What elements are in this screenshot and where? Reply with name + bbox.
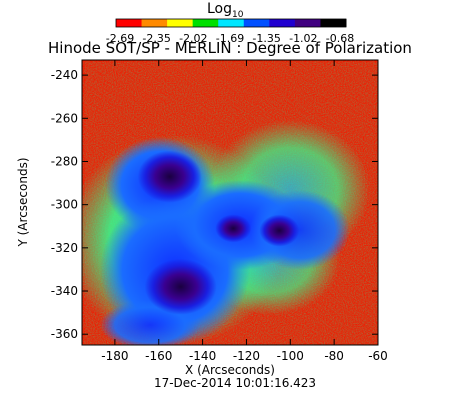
y-tick-label: -360 [51,327,78,341]
colorbar-tick-label: -0.68 [326,32,354,45]
chart-title: Hinode SOT/SP - MERLIN : Degree of Polar… [48,39,412,57]
colorbar-swatch [141,19,168,27]
colorbar-tick-label: -2.02 [179,32,207,45]
x-tick-label: -140 [189,349,216,363]
umbra-upper-left [137,150,202,203]
colorbar-label-subscript: 10 [232,10,244,20]
umbra-features [137,150,300,315]
colorbar-swatch [320,19,347,27]
colorbar-swatch [192,19,219,27]
y-tick-label: -280 [51,154,78,168]
colorbar-gradient [116,19,347,27]
x-tick-label: -160 [145,349,172,363]
umbra-center [215,214,252,243]
x-tick-label: -100 [277,349,304,363]
y-tick-label: -320 [51,241,78,255]
colorbar-label: Log10 [207,1,244,20]
colorbar-tick-label: -1.69 [216,32,244,45]
umbra-lower-left [144,258,217,315]
plot-frame [81,59,379,346]
colorbar-swatch [243,19,270,27]
y-tick-label: -240 [51,68,78,82]
colorbar-swatch [294,19,321,27]
y-axis-label: Y (Arcseconds) [16,157,30,247]
colorbar-tick-label: -2.69 [106,32,134,45]
colorbar-tick-label: -1.02 [289,32,317,45]
colorbar: Log10 -2.69 -2.35 -2.02 -1.69 -1.35 -1.02 -0.6… [106,1,354,45]
y-tick-label: -300 [51,198,78,212]
x-tick-label: -120 [233,349,260,363]
umbra-right [259,214,300,247]
timestamp: 17-Dec-2014 10:01:16.423 [154,376,316,390]
colorbar-swatch [167,19,194,27]
colorbar-swatch [218,19,245,27]
colorbar-swatch [116,19,143,27]
colorbar-tick-label: -2.35 [142,32,170,45]
x-axis: -180 -160 -140 -120 -100 -80 -60 [101,60,388,363]
x-tick-label: -180 [101,349,128,363]
colorbar-tick-label: -1.35 [252,32,280,45]
x-axis-label: X (Arcseconds) [185,363,275,377]
colorbar-swatch [269,19,296,27]
y-tick-label: -340 [51,284,78,298]
y-tick-label: -260 [51,111,78,125]
y-axis: -240 -260 -280 -300 -320 -340 -360 [51,68,378,341]
x-tick-label: -60 [368,349,388,363]
colorbar-tick-labels: -2.69 -2.35 -2.02 -1.69 -1.35 -1.02 -0.68 [106,32,354,45]
x-tick-label: -80 [324,349,344,363]
plot-area [82,60,378,345]
